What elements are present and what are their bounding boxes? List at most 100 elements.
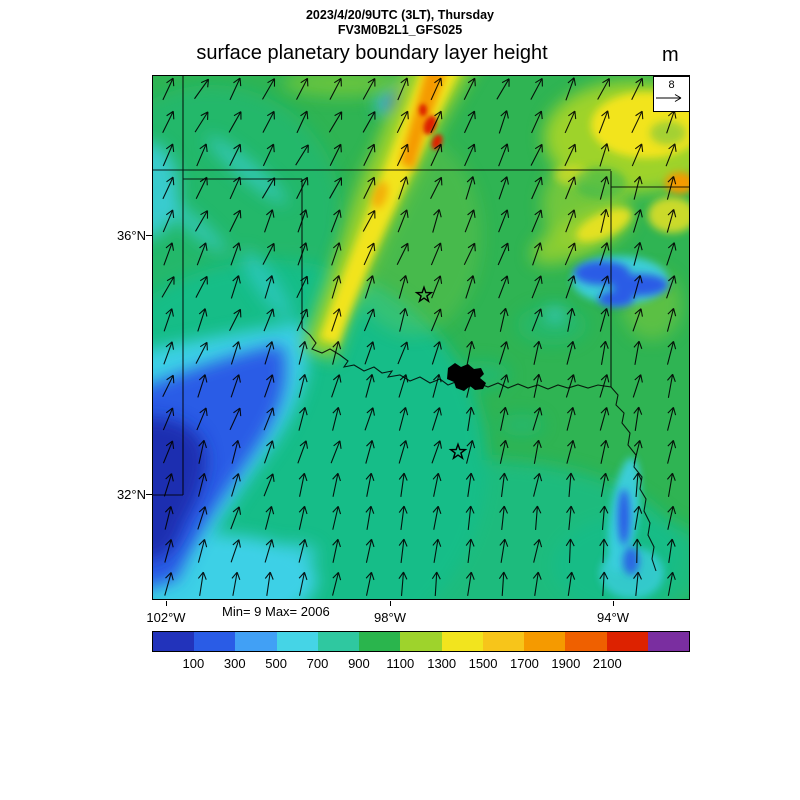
- lon-tick-label-98w: 98°W: [374, 610, 406, 625]
- colorbar-tick-label: 700: [306, 656, 329, 671]
- wind-arrow: [465, 275, 476, 299]
- pbl-color-field: [152, 75, 690, 600]
- wind-arrow: [163, 242, 175, 266]
- wind-arrow: [397, 209, 409, 233]
- wind-arrow: [162, 77, 175, 101]
- wind-arrow: [667, 439, 677, 464]
- colorbar-segment: [606, 632, 648, 651]
- colorbar-tick-label: 2100: [592, 656, 622, 671]
- wind-arrow: [228, 111, 242, 133]
- wind-arrow: [498, 110, 509, 134]
- wind-arrow: [161, 276, 175, 298]
- wind-arrow: [363, 143, 376, 167]
- wind-arrow: [599, 176, 610, 200]
- wind-arrow: [331, 308, 342, 332]
- wind-arrow: [431, 407, 442, 431]
- wind-arrow: [633, 505, 643, 530]
- wind-arrow: [666, 209, 677, 233]
- lon-tick-mark: [390, 601, 391, 606]
- wind-arrow: [566, 505, 575, 530]
- colorbar-segment: [317, 632, 360, 651]
- wind-arrow: [464, 209, 476, 233]
- wind-arrow: [296, 176, 309, 199]
- wind-arrow: [665, 143, 677, 167]
- wind-arrow: [532, 407, 543, 431]
- wind-arrow: [599, 242, 610, 266]
- red-river-boundary: [301, 327, 612, 390]
- colorbar-labels: 100 300 500 700 900 1100 1300 1500 1700 1900 2100: [0, 656, 800, 674]
- wind-arrow: [498, 275, 510, 299]
- wind-arrow: [332, 472, 341, 497]
- wind-arrow: [600, 472, 609, 497]
- wind-arrow: [195, 341, 208, 364]
- wind-arrow: [599, 407, 610, 431]
- wind-arrow: [666, 308, 677, 332]
- wind-arrow: [532, 242, 543, 266]
- wind-arrow: [331, 275, 342, 299]
- wind-arrow: [332, 571, 342, 596]
- wind-arrow: [666, 538, 676, 563]
- wind-arrow: [398, 407, 409, 431]
- wind-arrow: [432, 472, 442, 497]
- minmax-label: Min= 9 Max= 2006: [222, 604, 330, 619]
- wind-arrow: [298, 407, 308, 431]
- wind-vector-key: 8: [653, 76, 690, 112]
- wind-arrow: [533, 340, 542, 365]
- wind-arrow: [363, 308, 376, 332]
- colorbar-tick-label: 500: [265, 656, 287, 671]
- wind-arrow: [231, 571, 241, 596]
- wind-arrow: [465, 505, 475, 530]
- wind-arrow: [597, 78, 610, 100]
- wind-arrow: [332, 406, 342, 431]
- wind-arrow: [432, 209, 442, 233]
- wind-arrow: [196, 407, 208, 431]
- wind-arrow: [667, 571, 676, 596]
- wind-arrow: [533, 472, 543, 497]
- wind-arrow: [230, 275, 241, 299]
- wind-arrows-layer: [161, 77, 677, 597]
- wind-arrow: [365, 538, 375, 563]
- wind-arrow: [262, 143, 275, 167]
- wind-arrow: [364, 275, 375, 299]
- datetime-line: 2023/4/20/9UTC (3LT), Thursday: [305, 8, 495, 22]
- wind-arrow: [263, 308, 275, 332]
- colorbar-tick-label: 1700: [509, 656, 539, 671]
- wind-arrow: [398, 505, 408, 530]
- wind-arrow: [164, 539, 174, 563]
- wind-arrow: [667, 406, 677, 431]
- wind-arrow: [532, 505, 542, 531]
- wind-arrow: [498, 341, 509, 365]
- wind-arrow: [297, 440, 309, 464]
- pbl-field-map: [152, 75, 690, 600]
- wind-arrow: [632, 538, 642, 564]
- wind-arrow: [263, 407, 275, 431]
- wind-arrow: [564, 242, 577, 266]
- wind-arrow: [633, 406, 643, 431]
- wind-arrow: [364, 407, 375, 431]
- wind-arrow: [666, 242, 677, 266]
- wind-arrow: [264, 374, 275, 398]
- wind-arrow: [499, 538, 509, 563]
- wind-arrow: [531, 176, 543, 200]
- wind-arrow: [599, 571, 609, 597]
- wind-arrow: [600, 208, 610, 233]
- wind-arrow: [599, 143, 610, 167]
- wind-arrow: [566, 440, 576, 464]
- colorbar-tick-label: 1500: [468, 656, 498, 671]
- vector-key-value: 8: [668, 79, 675, 91]
- wind-arrow: [398, 440, 409, 464]
- wind-arrow: [162, 440, 175, 464]
- wind-arrow: [231, 473, 241, 497]
- wind-arrow: [328, 111, 343, 133]
- wind-arrow: [163, 473, 174, 497]
- wind-arrow: [631, 143, 644, 167]
- lon-tick-mark: [613, 601, 614, 606]
- colorbar-segment: [194, 632, 236, 651]
- wind-arrow: [430, 176, 443, 199]
- colorbar-segment: [647, 632, 690, 651]
- wind-arrow: [229, 77, 242, 101]
- wind-arrow: [298, 538, 308, 563]
- wind-arrow: [632, 209, 643, 233]
- wind-arrow: [264, 571, 274, 596]
- wind-arrow: [432, 374, 442, 398]
